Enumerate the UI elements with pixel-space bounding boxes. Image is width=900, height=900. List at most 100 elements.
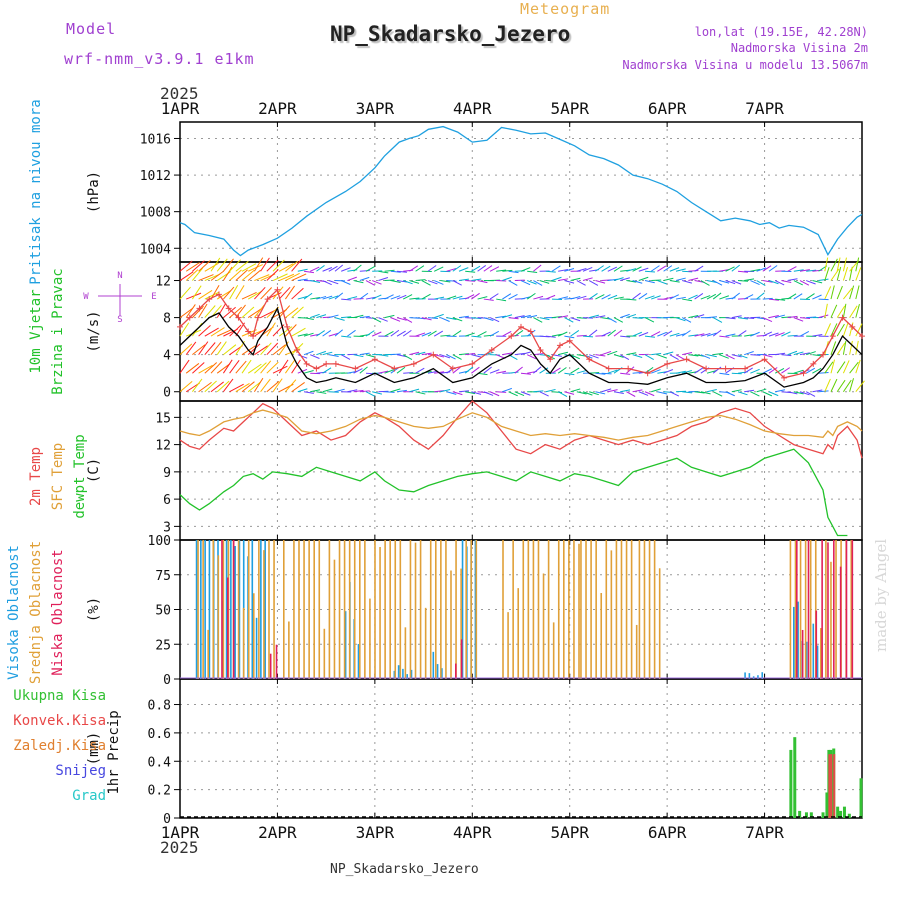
wind-arrow [260,378,271,393]
wind-arrow [836,285,843,300]
axis-unit-label: (m/s) [86,310,102,352]
wind-arrow [353,368,363,374]
wind-arrow [694,293,704,300]
wind-arrow [477,296,488,300]
wind-arrow [527,280,537,285]
wind-arrow [235,260,249,272]
wind-arrow [489,330,500,337]
wind-arrow [421,331,432,337]
wind-arrow [483,298,494,301]
wind-arrow [564,317,574,323]
wind-arrow [223,344,237,356]
panel-frame-clouds [179,539,863,680]
wind-arrow [465,270,476,273]
y-tick-label: 0.6 [148,727,171,742]
wind-arrow [384,314,395,319]
y-tick-label: 0 [163,812,171,827]
wind-arrow [458,278,469,282]
wind-arrow [291,306,304,318]
wind-arrow [310,354,320,359]
wind-arrow [433,330,444,337]
wind-arrow [179,260,193,272]
wind-arrow [824,378,831,392]
x-tick-label-bottom: 4APR [453,823,492,842]
wind-arrow [725,333,736,337]
wind-arrow [725,317,736,320]
wind-arrow [465,332,475,337]
wind-arrow [582,277,593,282]
wind-gust-marker [323,360,330,367]
y-tick-label: 0.4 [148,755,172,770]
wind-arrow [706,280,717,284]
wind-arrow [638,276,649,282]
wind-arrow [644,391,655,397]
wind-arrow [204,380,217,393]
wind-arrow [341,280,351,285]
wind-arrow [266,322,276,337]
wind-arrow [551,315,562,319]
precip-bar [798,810,802,818]
wind-arrow [651,295,661,300]
wind-arrow [452,317,463,322]
wind-arrow [582,335,594,338]
pressure-axis-label: Pritisak na nivou mora [28,99,44,284]
wind-arrow [427,317,439,320]
wind-arrow [359,366,368,374]
wind-arrow [824,361,834,374]
wind-arrow [210,381,224,393]
wind-arrow [558,268,569,272]
wind-gust-marker [625,365,632,372]
wind-arrow [743,294,754,300]
wind-arrow [285,379,297,393]
wind-arrow [700,295,711,300]
wind-arrow [806,351,816,356]
wind-arrow [316,391,327,394]
wind-gust-marker [215,291,222,298]
wind-gust-marker [644,370,651,377]
wind-arrow [657,280,667,285]
wind-arrow [588,280,599,286]
wind-arrow [477,280,488,284]
wind-gust-marker [196,305,203,312]
wind-arrow [682,352,693,356]
wind-arrow [756,292,765,300]
wind-arrow [644,295,655,300]
wind-arrow [347,329,356,337]
wind-arrow [799,317,811,319]
wind-arrow [322,388,333,393]
wind-arrow [601,331,611,337]
station-title: NP_Skadarsko_Jezero [330,22,571,46]
wind-gust-marker [293,347,300,354]
wind-arrow [855,359,861,374]
wind-arrow [619,354,630,361]
wind-arrow [216,341,227,355]
wind-arrow [471,366,480,374]
wind-arrow [607,389,618,393]
wind-arrow [651,388,661,393]
wind-arrow [793,351,804,356]
wind-arrow [303,292,313,300]
wind-arrow [855,323,863,337]
wind-arrow [533,366,542,374]
wind-arrow [303,332,314,337]
wind-arrow [260,360,272,374]
wind-arrow [737,354,748,359]
wind-arrow [291,287,304,300]
wind-arrow [830,323,838,337]
wind-arrow [725,266,735,272]
wind-arrow [371,331,382,337]
wind-arrow [731,292,741,300]
wind-gust-marker [177,323,183,330]
wind-arrow [223,258,234,272]
wind-arrow [334,264,344,272]
wind-arrow [334,317,345,321]
wind-arrow [446,295,457,300]
wind-arrow [799,391,810,396]
wind-arrow [520,351,531,356]
wind-gust-marker [820,351,827,358]
wind-arrow [192,260,205,272]
wind-arrow [657,331,667,337]
wind-arrow [675,317,686,322]
wind-arrow [526,292,536,300]
